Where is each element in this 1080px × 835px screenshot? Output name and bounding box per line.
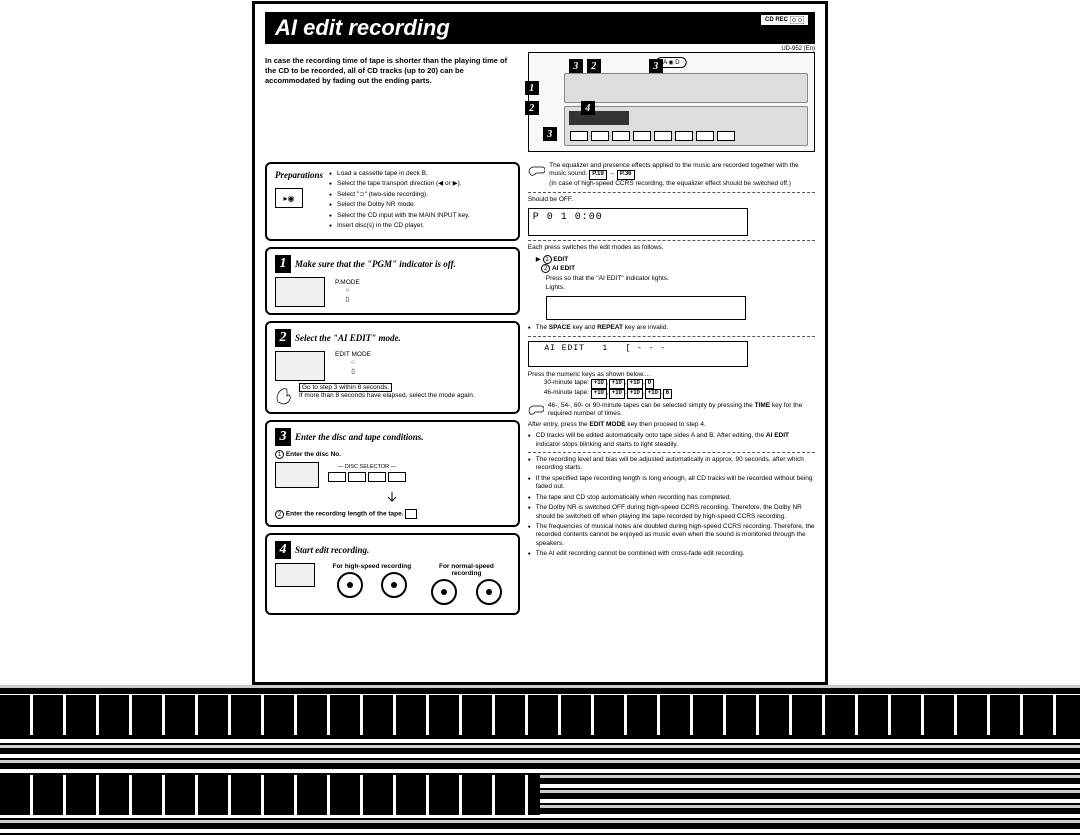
ccrs-knob-2 (431, 579, 457, 605)
display-2 (546, 296, 746, 320)
step-3-box: 3 Enter the disc and tape conditions. 1 … (265, 420, 520, 528)
step-1-box: 1 Make sure that the "PGM" indicator is … (265, 247, 520, 315)
step-3-sub2: 2 Enter the recording length of the tape… (275, 509, 510, 519)
callout-4: 4 (581, 101, 595, 115)
right-column: The equalizer and presence effects appli… (528, 162, 815, 621)
device-illustration: A ◉ D 1 2 3 2 3 4 3 (528, 52, 815, 152)
normal-speed-label: For normal-speed recording (423, 563, 510, 577)
prep-title: Preparations (275, 170, 323, 180)
high-speed-label: For high-speed recording (329, 563, 416, 570)
ns-knob (476, 579, 502, 605)
manual-page: AI edit recording CD REC UD-952 (En) In … (252, 1, 828, 685)
page-title: AI edit recording (275, 15, 450, 40)
disc-selector: — DISC SELECTOR — (327, 464, 407, 486)
callout-2b: 2 (587, 59, 601, 73)
step-2-num: 2 (275, 329, 291, 347)
left-column: Preparations ▸◉ Load a cassette tape in … (265, 162, 520, 621)
callout-2: 2 (525, 101, 539, 115)
remote-img-2 (275, 351, 325, 381)
prep-list: Load a cassette tape in deck B. Select t… (329, 170, 470, 233)
cassette-icon (790, 16, 804, 24)
eq-note: The equalizer and presence effects appli… (549, 162, 799, 177)
mode-list: ▶ 1 EDIT 2 AI EDIT (536, 255, 815, 274)
after-entry: After entry, press the EDIT MODE key the… (528, 421, 815, 429)
scan-distortion (0, 685, 1080, 835)
remote-img-4 (275, 563, 315, 587)
step-3-title: Enter the disc and tape conditions. (295, 432, 424, 442)
page-title-bar: AI edit recording CD REC (265, 12, 815, 44)
step-2-box: 2 Select the "AI EDIT" mode. EDIT MODE○▯… (265, 321, 520, 414)
display-1: P 0 1 0:00 (528, 208, 748, 236)
step-3-sub1: 1 Enter the disc No. (275, 450, 510, 459)
pointing-hand-icon (528, 162, 545, 178)
remote-img-1 (275, 277, 325, 307)
step-1-title: Make sure that the "PGM" indicator is of… (295, 259, 456, 269)
should-off: Should be OFF. (528, 196, 815, 204)
cd-rec-badge: CD REC (760, 14, 809, 26)
display-3: AI EDIT 1 [ - - - (528, 341, 748, 367)
upper-deck (564, 73, 808, 103)
step-3-num: 3 (275, 428, 291, 446)
eq-note-2: (In case of high-speed CCRS recording, t… (549, 180, 791, 187)
time-note: 46-, 54-, 60- or 90-minute tapes can be … (548, 402, 815, 419)
tape-46: 46-minute tape: +10,+10,+10,+10,6 (544, 389, 815, 399)
final-notes: The recording level and bias will be adj… (528, 456, 815, 559)
step-4-title: Start edit recording. (295, 545, 369, 555)
tape-icon: ▸◉ (275, 188, 303, 208)
callout-3c: 3 (543, 127, 557, 141)
callout-3a: 3 (569, 59, 583, 73)
step-4-box: 4 Start edit recording. For high-speed r… (265, 533, 520, 615)
step-4-num: 4 (275, 541, 291, 559)
lights-label: Lights. (546, 284, 815, 292)
down-arrow-icon (275, 491, 510, 509)
space-note: The SPACE key and REPEAT key are invalid… (528, 324, 815, 332)
step-2-title: Select the "AI EDIT" mode. (295, 333, 401, 343)
editmode-label: EDIT MODE○▯ (335, 351, 371, 376)
remote-img-3 (275, 462, 319, 488)
cd-rec-label: CD REC (765, 17, 788, 23)
hand-icon (275, 384, 295, 406)
note-0: CD tracks will be edited automatically o… (528, 432, 815, 449)
pmode-label: P.MODE○▯ (335, 279, 360, 304)
step-1-num: 1 (275, 255, 291, 273)
lower-deck (564, 106, 808, 146)
callout-1: 1 (525, 81, 539, 95)
press-so: Press so that the "AI EDIT" indicator li… (546, 275, 815, 283)
callout-3b: 3 (649, 59, 663, 73)
step-2-note: Go to step 3 within 8 seconds. If more t… (299, 384, 475, 401)
intro-text: In case the recording time of tape is sh… (265, 56, 520, 85)
tape-30: 30-minute tape: +10,+10,+10,0 (544, 379, 815, 389)
edit-modes-intro: Each press switches the edit modes as fo… (528, 244, 815, 252)
numeric-intro: Press the numeric keys as shown below...… (528, 371, 815, 379)
hs-knob (381, 572, 407, 598)
preparations-box: Preparations ▸◉ Load a cassette tape in … (265, 162, 520, 241)
ccrs-knob (337, 572, 363, 598)
pointing-hand-icon-2 (528, 402, 544, 416)
